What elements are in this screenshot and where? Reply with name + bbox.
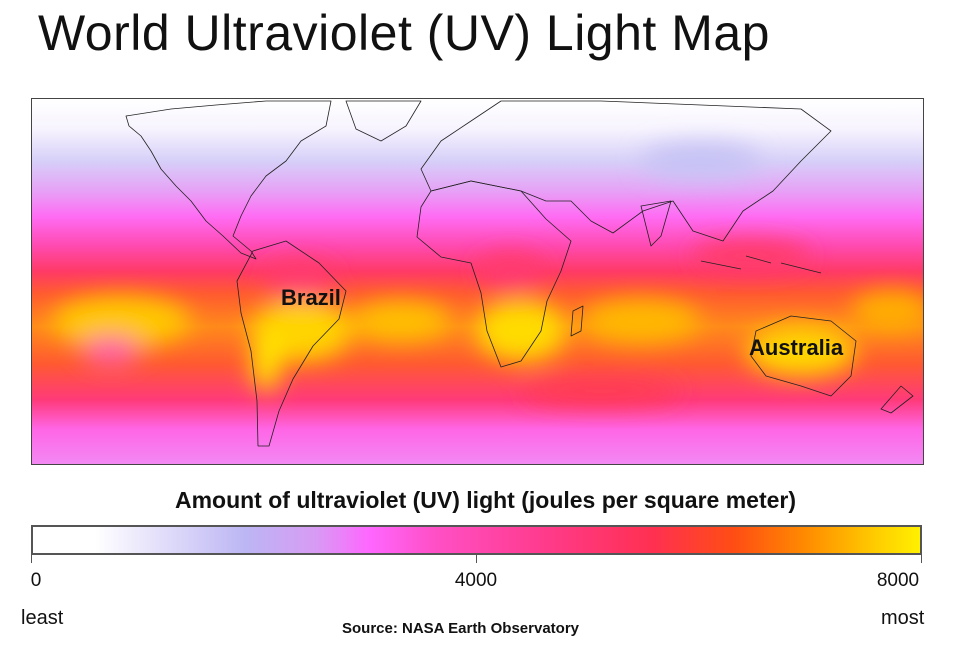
- most-label: most: [881, 607, 925, 629]
- greenland-outline: [345, 100, 422, 142]
- tick-label-4000: 4000: [454, 570, 498, 591]
- madagascar-outline: [570, 305, 584, 337]
- new-zealand-outline: [880, 385, 914, 414]
- south-america-outline: [236, 240, 347, 447]
- uv-map-svg: [32, 99, 923, 464]
- tick-label-0: 0: [30, 570, 42, 591]
- least-label: least: [21, 607, 64, 629]
- tick-0: [31, 555, 32, 563]
- page-title: World Ultraviolet (UV) Light Map: [38, 5, 770, 61]
- india-outline: [640, 200, 672, 247]
- uv-background: [32, 99, 923, 464]
- color-scale-bar: [31, 525, 922, 555]
- uv-map: Brazil Australia: [31, 98, 924, 465]
- africa-outline: [416, 180, 572, 368]
- tick-8000: [921, 555, 922, 563]
- north-america-outline: [125, 100, 332, 260]
- eurasia-outline: [420, 100, 832, 242]
- country-borders: [125, 100, 914, 447]
- australia-outline: [750, 315, 857, 397]
- legend-title: Amount of ultraviolet (UV) light (joules…: [174, 487, 797, 513]
- tick-4000: [476, 555, 477, 563]
- uv-intensity-blobs: [51, 143, 923, 403]
- source-credit: Source: NASA Earth Observatory: [342, 620, 580, 637]
- indonesia-outline: [700, 255, 822, 274]
- tick-label-8000: 8000: [876, 570, 920, 591]
- australia-label: Australia: [749, 335, 844, 360]
- brazil-label: Brazil: [281, 285, 341, 310]
